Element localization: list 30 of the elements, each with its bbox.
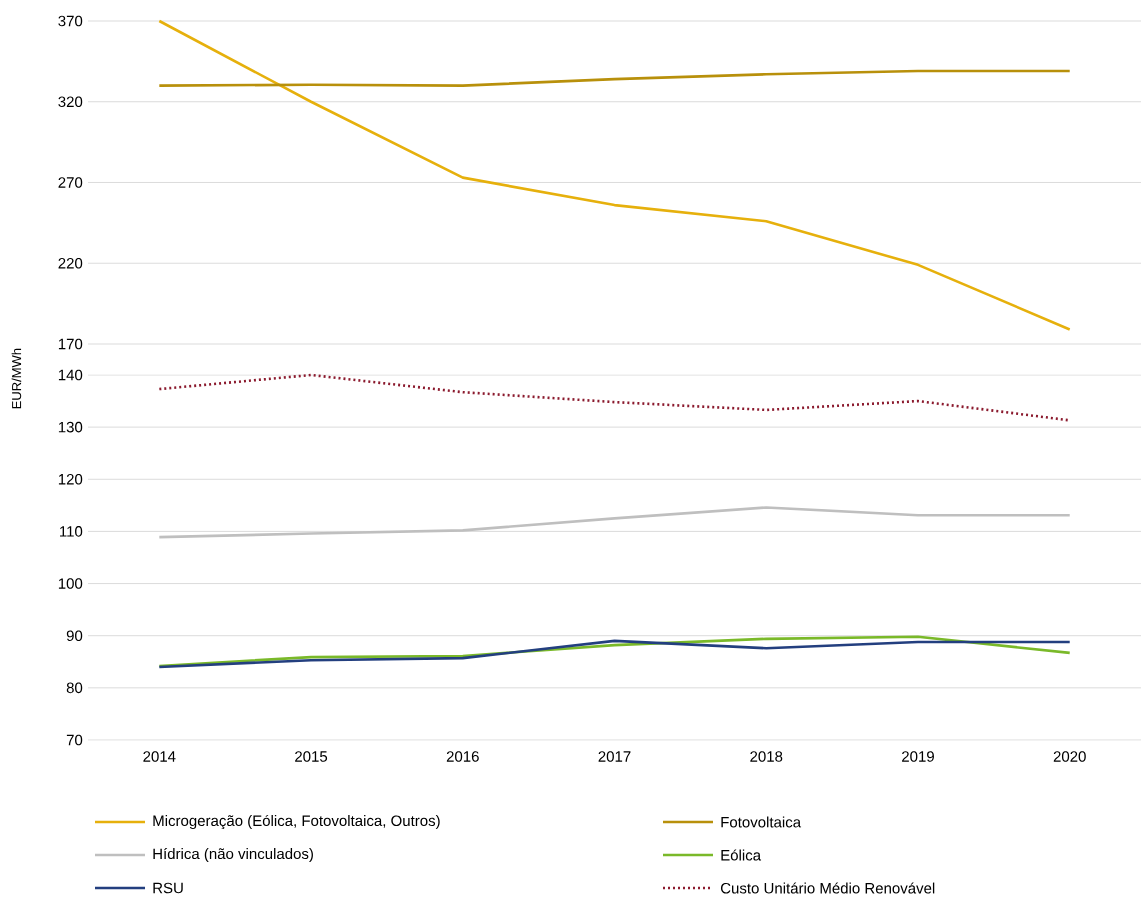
y-axis-title: EUR/MWh <box>11 348 22 409</box>
y-tick-label: 140 <box>58 369 83 381</box>
y-tick-label: 90 <box>66 630 83 642</box>
x-tick-label: 2017 <box>598 751 631 762</box>
y-tick-label: 130 <box>58 421 83 433</box>
y-tick-label: 270 <box>58 177 83 188</box>
legend-label: Hídrica (não vinculados) <box>153 847 313 863</box>
y-tick-label: 220 <box>58 257 83 269</box>
y-tick-label: 320 <box>58 96 83 108</box>
x-tick-label: 2014 <box>143 751 176 762</box>
legend-label: Custo Unitário Médio Renovável <box>720 882 935 894</box>
legend-label: Microgeração (Eólica, Fotovoltaica, Outros) <box>153 814 440 830</box>
x-tick-label: 2018 <box>750 751 783 762</box>
line-series <box>158 506 1072 539</box>
y-tick-label: 110 <box>60 526 83 537</box>
x-tick-label: 2019 <box>902 751 934 762</box>
line-series <box>158 19 1072 331</box>
y-tick-label: 70 <box>66 734 83 746</box>
y-tick-label: 120 <box>58 473 83 485</box>
legend-label: Eólica <box>721 849 762 861</box>
y-tick-label: 100 <box>58 578 83 589</box>
line-series <box>158 69 1072 87</box>
legend-label: RSU <box>153 882 183 894</box>
y-tick-label: 370 <box>58 15 83 27</box>
y-tick-label: 170 <box>58 338 83 350</box>
legend-label: Fotovoltaica <box>721 816 802 828</box>
x-tick-label: 2015 <box>295 751 328 762</box>
x-tick-label: 2016 <box>446 751 479 762</box>
y-tick-label: 80 <box>66 682 83 694</box>
x-tick-label: 2020 <box>1053 751 1086 762</box>
